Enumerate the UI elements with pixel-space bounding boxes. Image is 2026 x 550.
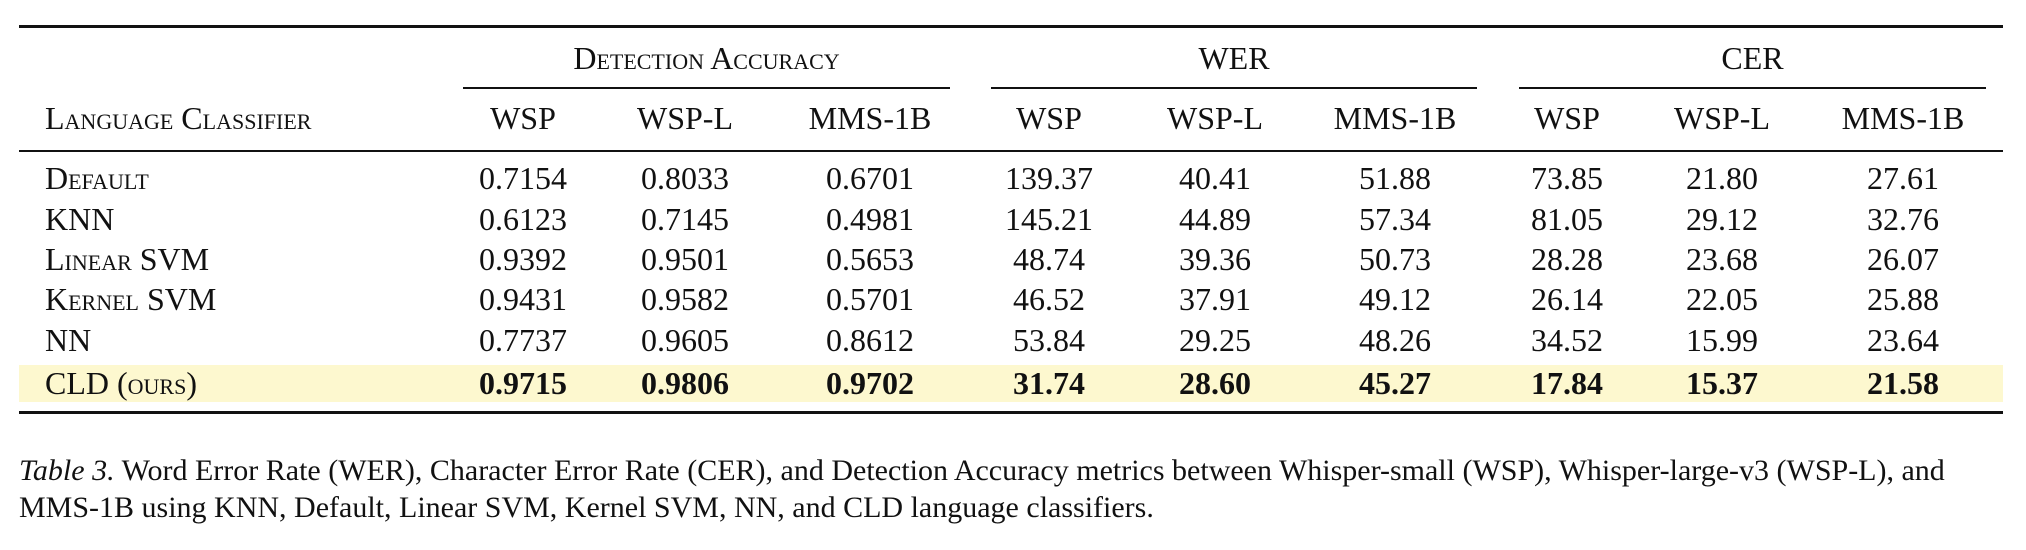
row-label: NN (45, 322, 92, 358)
cell: 0.9501 (641, 241, 729, 277)
cell: 27.61 (1867, 160, 1939, 196)
cell: 46.52 (1013, 281, 1085, 317)
cell: 145.21 (1005, 201, 1093, 237)
cell: 15.99 (1686, 322, 1758, 358)
cell: 53.84 (1013, 322, 1085, 358)
cell: 29.25 (1179, 322, 1251, 358)
top-rule (19, 25, 2003, 28)
highlight-row (19, 365, 2003, 402)
cell: 25.88 (1867, 281, 1939, 317)
cell: 0.7737 (479, 322, 567, 358)
cell: 15.37 (1686, 365, 1758, 401)
column-header: MMS-1B (808, 100, 932, 136)
cell: 139.37 (1005, 160, 1093, 196)
caption: Table 3. Word Error Rate (WER), Characte… (19, 452, 2009, 526)
cell: 73.85 (1531, 160, 1603, 196)
cell: 0.8612 (826, 322, 914, 358)
column-header: WSP (1016, 100, 1082, 136)
cell: 0.5701 (826, 281, 914, 317)
cell: 0.9605 (641, 322, 729, 358)
cell: 22.05 (1686, 281, 1758, 317)
cell: 17.84 (1531, 365, 1603, 401)
cell: 0.4981 (826, 201, 914, 237)
cell: 51.88 (1359, 160, 1431, 196)
cell: 0.9582 (641, 281, 729, 317)
cell: 21.58 (1867, 365, 1939, 401)
mid-rule (19, 150, 2003, 152)
row-label: Kernel SVM (45, 281, 217, 317)
row-label: CLD (ours) (45, 365, 197, 401)
cell: 0.6123 (479, 201, 567, 237)
caption-label: Table 3. (19, 454, 115, 487)
row-label: Default (45, 160, 149, 196)
cell: 48.74 (1013, 241, 1085, 277)
group-header: Detection Accuracy (573, 40, 840, 76)
cell: 0.9702 (826, 365, 914, 401)
cell: 40.41 (1179, 160, 1251, 196)
cell: 0.7145 (641, 201, 729, 237)
header-label: Language Classifier (45, 100, 312, 136)
caption-text: Word Error Rate (WER), Character Error R… (19, 454, 1945, 524)
cell: 57.34 (1359, 201, 1431, 237)
cell: 0.9392 (479, 241, 567, 277)
cell: 28.28 (1531, 241, 1603, 277)
column-header: MMS-1B (1841, 100, 1965, 136)
cell: 0.9431 (479, 281, 567, 317)
cell: 0.9715 (479, 365, 567, 401)
cell: 23.68 (1686, 241, 1758, 277)
cell: 81.05 (1531, 201, 1603, 237)
column-header: MMS-1B (1333, 100, 1457, 136)
cell: 31.74 (1013, 365, 1085, 401)
cell: 39.36 (1179, 241, 1251, 277)
cell: 21.80 (1686, 160, 1758, 196)
cell: 26.07 (1867, 241, 1939, 277)
group-header: WER (1198, 40, 1270, 76)
cell: 50.73 (1359, 241, 1431, 277)
column-header: WSP (490, 100, 556, 136)
cell: 28.60 (1179, 365, 1251, 401)
group-underline (991, 87, 1477, 89)
group-underline (463, 87, 950, 89)
cell: 0.7154 (479, 160, 567, 196)
cell: 26.14 (1531, 281, 1603, 317)
cell: 0.8033 (641, 160, 729, 196)
cell: 48.26 (1359, 322, 1431, 358)
cell: 0.5653 (826, 241, 914, 277)
cell: 0.9806 (641, 365, 729, 401)
cell: 49.12 (1359, 281, 1431, 317)
group-underline (1519, 87, 1986, 89)
row-label: KNN (45, 201, 115, 237)
cell: 37.91 (1179, 281, 1251, 317)
cell: 29.12 (1686, 201, 1758, 237)
cell: 45.27 (1359, 365, 1431, 401)
column-header: WSP-L (1674, 100, 1770, 136)
bottom-rule (19, 411, 2003, 414)
cell: 32.76 (1867, 201, 1939, 237)
column-header: WSP-L (1167, 100, 1263, 136)
row-label: Linear SVM (45, 241, 210, 277)
cell: 34.52 (1531, 322, 1603, 358)
column-header: WSP-L (637, 100, 733, 136)
column-header: WSP (1534, 100, 1600, 136)
group-header: CER (1721, 40, 1784, 76)
cell: 0.6701 (826, 160, 914, 196)
cell: 23.64 (1867, 322, 1939, 358)
cell: 44.89 (1179, 201, 1251, 237)
